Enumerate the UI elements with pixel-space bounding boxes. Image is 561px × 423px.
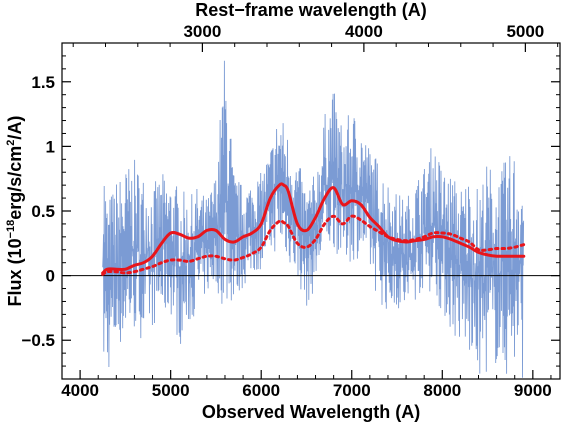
x-tick-label-8000: 8000 [423, 381, 461, 400]
y-tick-label: 0 [46, 267, 55, 286]
x-axis-title: Observed Wavelength (A) [202, 402, 420, 422]
top-tick-label-3000: 3000 [183, 22, 221, 41]
axes: 4000 5000 6000 7000 8000 9000 3000 4000 5000 −0.5… [21, 22, 560, 400]
observed-spectrum-line [102, 60, 525, 378]
x-tick-label-5000: 5000 [152, 381, 190, 400]
y-tick-label: −0.5 [21, 331, 55, 350]
model-series-2-dotted-line [101, 214, 526, 276]
x-tick-label-4000: 4000 [61, 381, 99, 400]
x-tick-label-6000: 6000 [242, 381, 280, 400]
y-tick-label: 0.5 [31, 202, 55, 221]
top-tick-label-5000: 5000 [506, 22, 544, 41]
y-axis-title-post: /A) [5, 116, 25, 140]
top-axis-title: Rest−frame wavelength (A) [195, 0, 427, 20]
y-tick-label: 1.5 [31, 73, 55, 92]
y-axis-title-pre: Flux (10 [5, 238, 25, 306]
y-axis-title: Flux (10−18erg/s/cm2/A) [5, 116, 25, 307]
x-tick-label-7000: 7000 [333, 381, 371, 400]
y-tick-label: 1 [46, 137, 55, 156]
y-axis-title-exp2: 2 [5, 140, 17, 146]
y-axis-title-exp: −18 [5, 220, 17, 239]
model-series-1-solid-line [101, 182, 526, 275]
y-axis-title-mid: erg/s/cm [5, 146, 25, 220]
x-tick-label-9000: 9000 [514, 381, 552, 400]
top-tick-label-4000: 4000 [345, 22, 383, 41]
plot-area [62, 60, 560, 378]
